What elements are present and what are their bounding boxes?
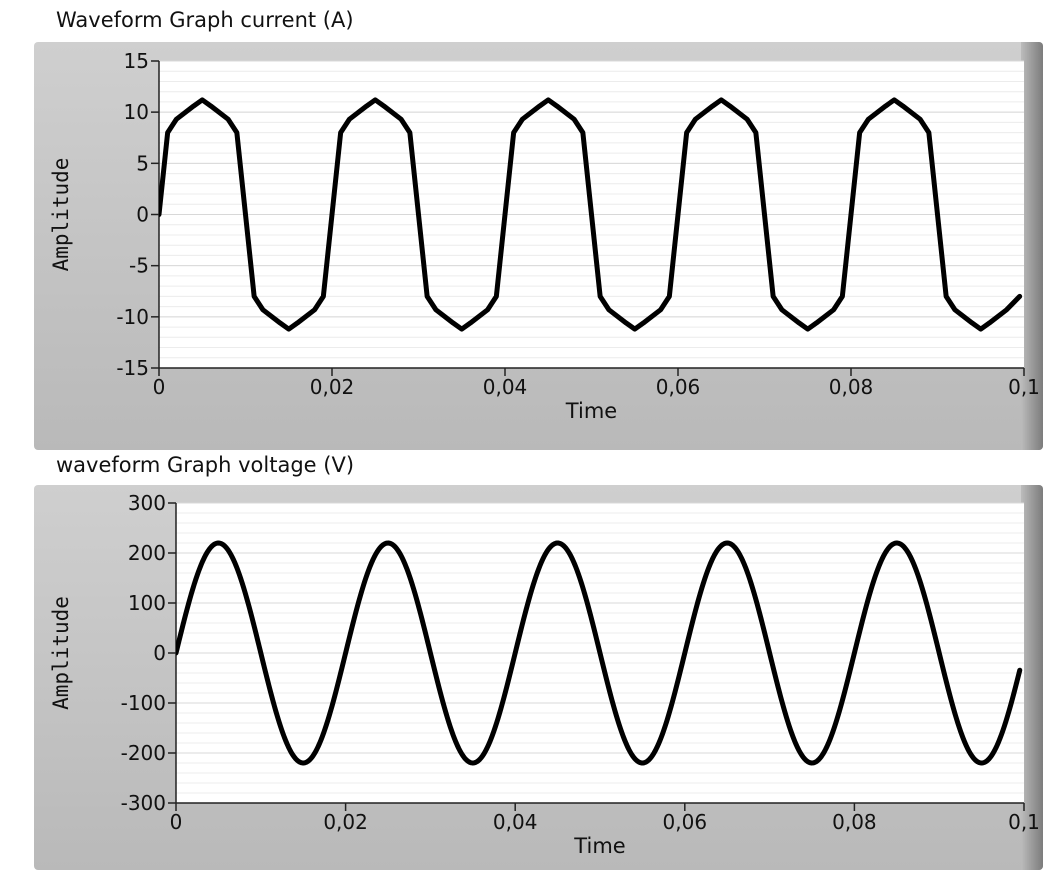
y-tick-label: 5 — [136, 151, 149, 175]
y-tick-label: -10 — [116, 305, 149, 329]
voltage-graph-panel: 300 200 100 0 -100 -200 -300 0 0,02 0,04 0,06 0,08 0… — [34, 485, 1043, 870]
voltage-graph-title: waveform Graph voltage (V) — [56, 453, 355, 477]
y-tick-label: -300 — [121, 791, 166, 815]
x-tick-label: 0,08 — [829, 375, 874, 399]
series-line-0 — [159, 97, 1023, 332]
x-tick-label: 0,06 — [656, 375, 701, 399]
y-tick-label: -200 — [121, 741, 166, 765]
current-graph-title: Waveform Graph current (A) — [56, 8, 354, 32]
x-tick-label: 0,02 — [323, 810, 368, 834]
x-tick-label: 0,1 — [1008, 810, 1040, 834]
voltage-graph-scroll-edge — [1021, 485, 1043, 870]
x-tick-label: 0,1 — [1008, 375, 1040, 399]
x-tick-label: 0 — [170, 810, 183, 834]
y-tick-label: 0 — [153, 641, 166, 665]
y-tick-label: 100 — [128, 591, 166, 615]
y-axis-label: Amplitude — [49, 596, 73, 710]
y-tick-label: -15 — [116, 356, 149, 380]
series-line-0 — [176, 540, 1023, 766]
y-tick-label: 10 — [124, 100, 149, 124]
x-tick-label: 0,06 — [663, 810, 708, 834]
current-graph-panel: 15 10 5 0 -5 -10 -15 0 0,02 0,04 0,06 0,08 0,1 Time Am… — [34, 42, 1043, 450]
x-tick-label: 0,04 — [483, 375, 528, 399]
x-tick-label: 0 — [153, 375, 166, 399]
current-graph-scroll-edge — [1021, 42, 1043, 450]
x-tick-label: 0,08 — [832, 810, 877, 834]
x-axis-label: Time — [565, 399, 617, 423]
y-tick-label: -5 — [129, 254, 149, 278]
y-tick-label: 15 — [124, 49, 149, 73]
x-axis-label: Time — [573, 834, 625, 858]
y-tick-label: 300 — [128, 491, 166, 515]
y-axis-label: Amplitude — [49, 158, 73, 272]
x-tick-label: 0,02 — [310, 375, 355, 399]
y-tick-label: 200 — [128, 541, 166, 565]
x-tick-label: 0,04 — [493, 810, 538, 834]
y-tick-label: -100 — [121, 691, 166, 715]
y-tick-label: 0 — [136, 203, 149, 227]
